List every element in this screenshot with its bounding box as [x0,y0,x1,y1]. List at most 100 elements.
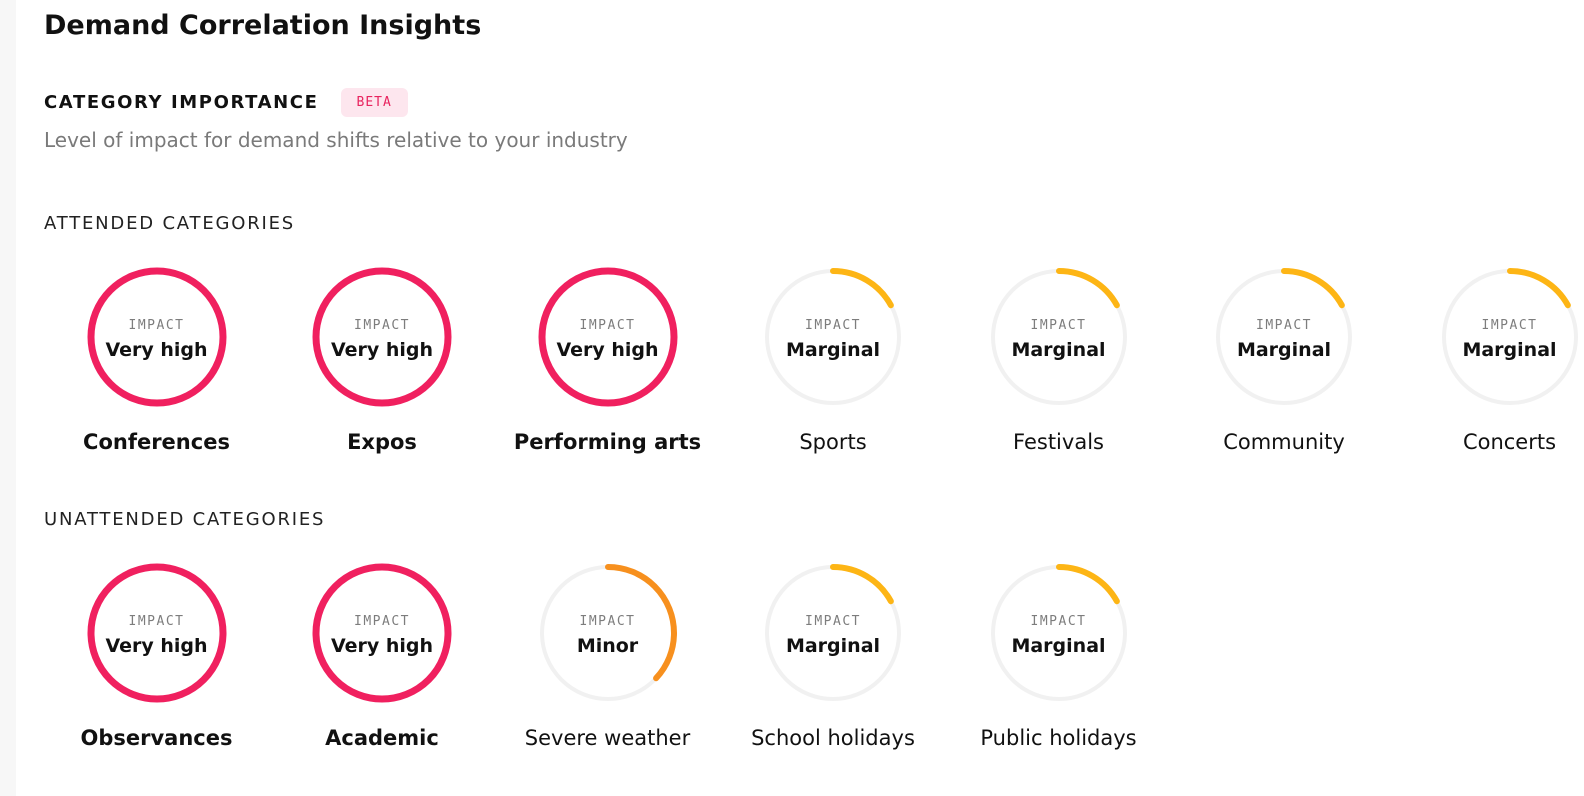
impact-value: Marginal [1011,634,1106,657]
category-name: Concerts [1462,430,1557,454]
impact-label: IMPACT [354,317,410,333]
ring-text: IMPACT Minor [533,558,683,708]
category-card-observances[interactable]: IMPACT Very high Observances [44,558,269,750]
category-name: Conferences [83,430,230,454]
impact-ring: IMPACT Very high [82,558,232,708]
impact-value: Marginal [1236,338,1332,361]
ring-progress-arc [87,563,226,703]
impact-label: IMPACT [805,613,861,629]
category-card-conferences[interactable]: IMPACT Very high Conferences [44,262,269,454]
impact-ring: IMPACT Very high [82,262,232,412]
impact-value: Marginal [1462,338,1557,361]
ring-text: IMPACT Very high [307,558,457,708]
category-card-festivals[interactable]: IMPACT Marginal Festivals [946,262,1171,454]
ring-text: IMPACT Very high [82,262,232,412]
impact-label: IMPACT [128,613,185,629]
ring-progress-arc [989,564,1128,702]
impact-ring-graphic [989,564,1128,702]
impact-ring-graphic [87,563,226,703]
category-importance-header: CATEGORY IMPORTANCE BETA [44,88,408,117]
impact-ring-graphic [312,563,452,703]
category-card-sports[interactable]: IMPACT Marginal Sports [721,262,946,454]
impact-ring-graphic [764,268,902,406]
category-name: Severe weather [524,726,691,750]
impact-ring-graphic [764,564,902,702]
ring-text: IMPACT Marginal [984,558,1134,708]
impact-value: Marginal [785,634,881,657]
ring-progress-arc [87,267,226,407]
ring-progress-arc [989,268,1128,406]
left-rail [0,0,16,796]
category-card-expos[interactable]: IMPACT Very high Expos [270,262,495,454]
impact-label: IMPACT [805,317,861,333]
ring-progress-arc [1215,268,1353,406]
impact-ring: IMPACT Very high [307,262,457,412]
category-name: Public holidays [980,726,1137,750]
impact-label: IMPACT [1030,317,1087,333]
impact-ring: IMPACT Marginal [758,262,908,412]
ring-text: IMPACT Marginal [1209,262,1359,412]
ring-progress-arc [764,564,902,702]
attended-categories-label: ATTENDED CATEGORIES [44,213,296,234]
impact-value: Marginal [785,338,881,361]
category-name: Festivals [1013,430,1104,454]
impact-ring-graphic [1215,268,1353,406]
category-card-severe-weather[interactable]: IMPACT Minor Severe weather [495,558,720,750]
impact-value: Very high [556,338,659,361]
category-card-academic[interactable]: IMPACT Very high Academic [270,558,495,750]
impact-ring: IMPACT Marginal [1209,262,1359,412]
ring-text: IMPACT Very high [307,262,457,412]
impact-ring-graphic [538,267,677,407]
ring-text: IMPACT Very high [533,262,683,412]
impact-value: Minor [576,634,639,657]
impact-ring-graphic [538,564,677,702]
category-name: Observances [80,726,233,750]
ring-text: IMPACT Marginal [1435,262,1584,412]
impact-ring: IMPACT Marginal [1435,262,1584,412]
impact-label: IMPACT [1256,317,1312,333]
ring-text: IMPACT Marginal [984,262,1134,412]
impact-ring-graphic [312,267,452,407]
beta-badge: BETA [340,88,408,117]
category-name: Community [1223,430,1345,454]
category-card-performing-arts[interactable]: IMPACT Very high Performing arts [495,262,720,454]
category-name: Academic [325,726,439,750]
category-name: Sports [799,430,867,454]
unattended-categories-label: UNATTENDED CATEGORIES [44,509,326,530]
ring-text: IMPACT Very high [82,558,232,708]
ring-text: IMPACT Marginal [758,558,908,708]
impact-label: IMPACT [354,613,410,629]
category-card-concerts[interactable]: IMPACT Marginal Concerts [1397,262,1584,454]
category-card-community[interactable]: IMPACT Marginal Community [1172,262,1397,454]
category-card-school-holidays[interactable]: IMPACT Marginal School holidays [721,558,946,750]
category-name: Performing arts [513,430,702,454]
section-title: CATEGORY IMPORTANCE [44,92,319,113]
impact-ring: IMPACT Minor [533,558,683,708]
impact-value: Very high [330,634,434,657]
impact-label: IMPACT [1030,613,1087,629]
impact-ring-graphic [989,268,1128,406]
impact-value: Very high [330,338,434,361]
impact-value: Very high [105,338,208,361]
impact-value: Marginal [1011,338,1106,361]
ring-progress-arc [1440,268,1579,406]
impact-label: IMPACT [579,613,636,629]
ring-progress-arc [538,564,677,702]
impact-label: IMPACT [579,317,636,333]
impact-label: IMPACT [128,317,185,333]
impact-ring-graphic [1440,268,1579,406]
impact-ring: IMPACT Marginal [984,262,1134,412]
impact-label: IMPACT [1481,317,1538,333]
ring-progress-arc [312,267,452,407]
impact-value: Very high [105,634,208,657]
impact-ring: IMPACT Very high [307,558,457,708]
ring-text: IMPACT Marginal [758,262,908,412]
impact-ring: IMPACT Marginal [984,558,1134,708]
section-subtitle: Level of impact for demand shifts relati… [44,128,628,152]
category-name: School holidays [751,726,915,750]
impact-ring: IMPACT Marginal [758,558,908,708]
impact-ring: IMPACT Very high [533,262,683,412]
category-card-public-holidays[interactable]: IMPACT Marginal Public holidays [946,558,1171,750]
ring-progress-arc [312,563,452,703]
impact-ring-graphic [87,267,226,407]
